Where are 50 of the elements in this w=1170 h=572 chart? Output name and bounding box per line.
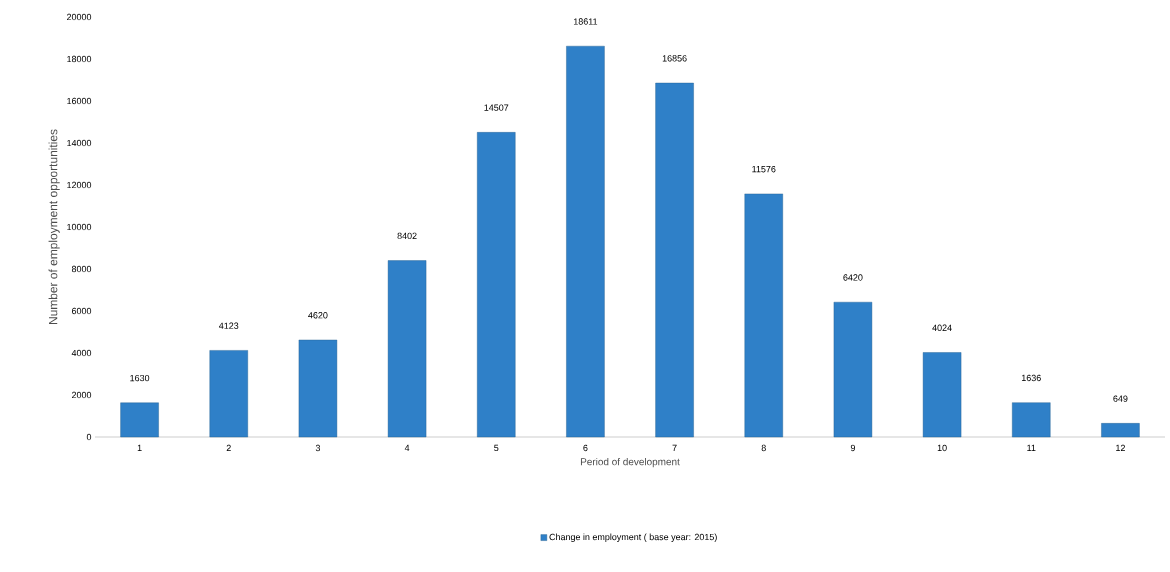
x-tick-label: 8 [761,444,766,452]
x-tick-label: 1 [137,444,142,451]
bar [387,260,427,438]
x-tick-label: 6 [583,444,588,452]
data-label: 4024 [932,324,952,331]
data-label: 8402 [397,232,417,240]
data-label: 16856 [662,55,687,62]
x-axis-title: Period of development [580,457,680,468]
x-tick-label: 3 [315,444,321,452]
y-tick-label: 4000 [71,349,92,357]
data-label: 11576 [752,166,776,173]
bar [655,82,694,438]
bar [298,339,338,438]
data-label: 1630 [130,374,150,382]
x-tick-label: 12 [1116,444,1125,452]
bar [833,301,873,438]
data-label: 1636 [1021,374,1041,382]
bar [1101,423,1140,438]
data-label: 4123 [218,322,239,329]
y-tick-label: 2000 [71,391,92,399]
x-tick-label: 11 [1027,444,1036,451]
y-tick-label: 20000 [67,13,92,21]
data-label: 4620 [308,312,328,319]
x-tick-label: 9 [850,444,855,452]
data-label: 18611 [573,18,598,25]
bar [120,402,159,438]
bar [744,193,783,438]
data-label: 649 [1113,395,1128,402]
bar [1012,402,1051,438]
y-tick-label: 10000 [67,223,92,231]
legend-label: Change in employment ( base year: 2015) [549,533,717,542]
y-axis-title: Number of employment opportunities [48,129,60,325]
x-tick-label: 10 [937,444,947,452]
y-tick-label: 18000 [67,55,92,63]
x-tick-label: 5 [494,444,499,452]
bar [477,132,516,438]
bar [922,352,962,438]
x-tick-label: 2 [226,444,231,452]
x-tick-label: 4 [404,444,410,451]
y-tick-label: 12000 [67,181,92,189]
bar [209,350,248,438]
x-tick-label: 7 [672,444,677,451]
y-tick-label: 6000 [71,307,92,315]
y-tick-label: 8000 [71,265,92,273]
y-tick-label: 16000 [67,97,92,105]
y-tick-label: 14000 [67,139,92,147]
data-label: 14507 [484,104,509,111]
y-tick-label: 0 [86,433,92,441]
data-label: 6420 [843,274,863,281]
bar [566,45,605,438]
